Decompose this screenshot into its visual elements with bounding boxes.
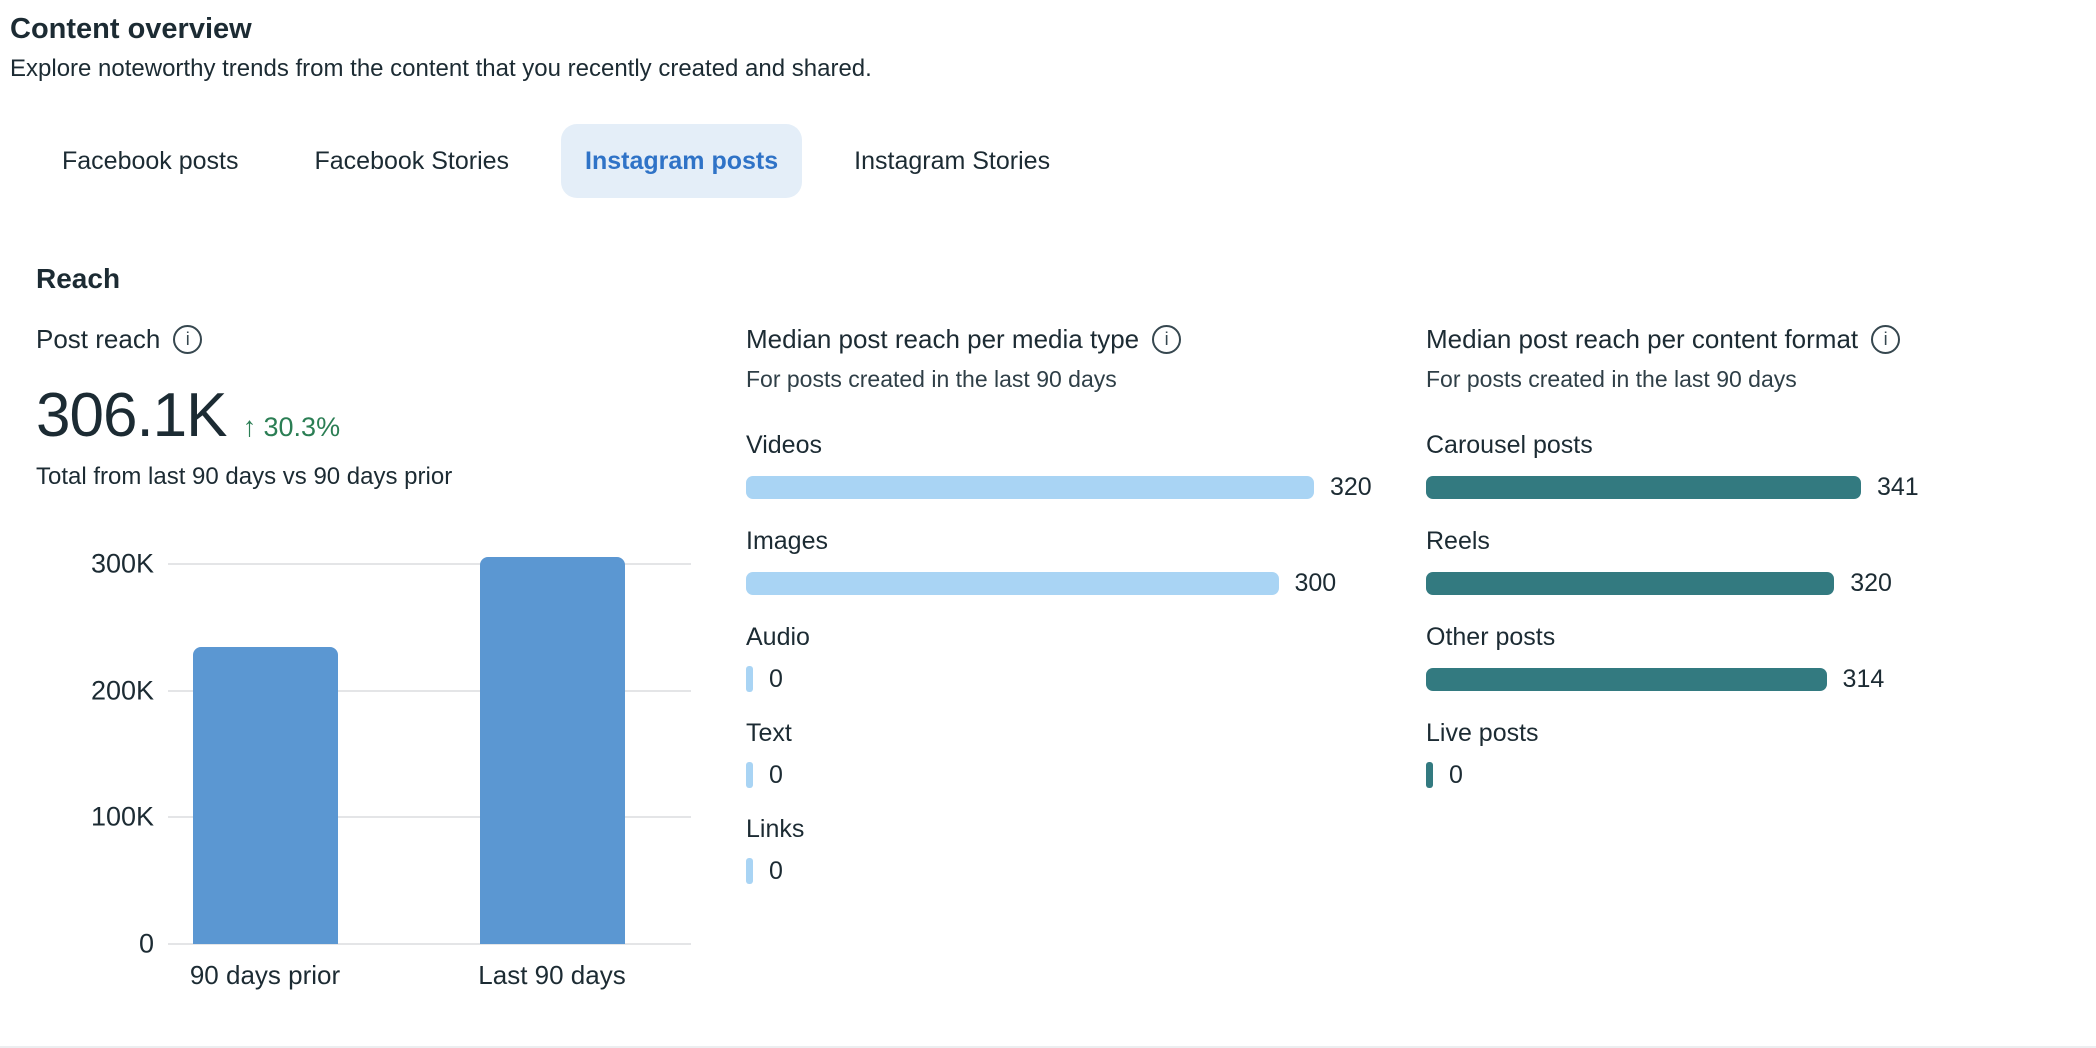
hbar-label: Carousel posts	[1426, 431, 1593, 459]
hbar-row: Images 300	[746, 526, 1426, 598]
post-reach-chart: 0 100K 200K 300K 90 days prior Last 90 d	[36, 544, 746, 990]
hbar-row: Videos 320	[746, 430, 1426, 502]
info-icon[interactable]: i	[173, 324, 203, 354]
tab-facebook-stories[interactable]: Facebook Stories	[291, 124, 534, 198]
hbar-row: Carousel posts 341	[1426, 430, 2096, 502]
content-type-tabs: Facebook posts Facebook Stories Instagra…	[38, 124, 2096, 198]
content-format-panel: Median post reach per content format i F…	[1426, 322, 2096, 944]
hbar-line: 341	[1426, 472, 2096, 502]
hbar-label: Audio	[746, 623, 810, 651]
hbar-line: 0	[746, 760, 1426, 790]
hbar-row: Audio 0	[746, 622, 1426, 694]
post-reach-bar	[480, 556, 625, 944]
post-reach-title-row: Post reach i	[36, 322, 746, 356]
post-reach-metric: 306.1K ↑ 30.3%	[36, 380, 746, 452]
hbar-row: Text 0	[746, 718, 1426, 790]
hbar-row: Reels 320	[1426, 526, 2096, 598]
hbar-line: 320	[746, 472, 1426, 502]
content-format-bars: Carousel posts 341 Reels 320 Other posts 314 L…	[1426, 430, 2096, 790]
tab-label: Facebook posts	[62, 146, 239, 175]
y-tick-label: 0	[138, 928, 154, 959]
hbar-label: Other posts	[1426, 623, 1556, 651]
tab-label: Facebook Stories	[314, 146, 510, 175]
hbar-label: Reels	[1426, 527, 1490, 555]
post-reach-gridline	[168, 816, 691, 819]
hbar-value: 341	[1877, 472, 1919, 501]
media-type-panel: Median post reach per media type i For p…	[746, 322, 1426, 944]
post-reach-title: Post reach	[36, 324, 161, 354]
reach-section-title: Reach	[36, 263, 121, 294]
tab-instagram-posts[interactable]: Instagram posts	[561, 124, 803, 198]
hbar	[1426, 667, 1827, 691]
page-header: Content overview Explore noteworthy tren…	[0, 0, 2096, 84]
post-reach-value: 306.1K	[36, 381, 228, 450]
hbar-line: 300	[746, 568, 1426, 598]
post-reach-delta-percent: 30.3%	[263, 412, 341, 442]
post-reach-y-axis: 0 100K 200K 300K	[36, 544, 168, 957]
hbar-value: 0	[1449, 760, 1463, 789]
hbar-row: Live posts 0	[1426, 718, 2096, 790]
hbar-line: 0	[746, 856, 1426, 886]
hbar-label: Links	[746, 815, 805, 843]
hbar-value: 314	[1842, 664, 1885, 693]
content-format-title-row: Median post reach per content format i	[1426, 322, 2096, 356]
hbar-line: 320	[1426, 568, 2096, 598]
y-tick-label: 200K	[90, 675, 154, 706]
post-reach-delta: ↑ 30.3%	[243, 411, 341, 443]
y-tick-label: 300K	[90, 548, 154, 579]
hbar-value: 300	[1294, 568, 1337, 597]
hbar	[746, 858, 753, 884]
post-reach-gridline	[168, 943, 691, 945]
media-type-title-row: Median post reach per media type i	[746, 322, 1426, 356]
hbar	[746, 666, 753, 692]
trend-up-arrow-icon: ↑	[242, 411, 257, 442]
media-type-subtitle: For posts created in the last 90 days	[746, 366, 1117, 392]
x-tick-label: Last 90 days	[478, 960, 626, 990]
content-format-subtitle: For posts created in the last 90 days	[1426, 366, 1797, 392]
content-format-title: Median post reach per content format	[1426, 324, 1859, 354]
hbar-row: Links 0	[746, 814, 1426, 886]
post-reach-bar	[193, 646, 338, 944]
reach-panels: Post reach i 306.1K ↑ 30.3% Total from l…	[36, 322, 2096, 990]
y-tick-label: 100K	[90, 801, 154, 832]
hbar-label: Text	[746, 719, 792, 747]
post-reach-caption: Total from last 90 days vs 90 days prior	[36, 463, 453, 490]
hbar	[1426, 571, 1835, 595]
post-reach-gridline	[168, 563, 691, 566]
info-icon[interactable]: i	[1871, 324, 1901, 354]
page-title: Content overview	[10, 13, 252, 45]
post-reach-plot: 90 days prior Last 90 days	[168, 544, 691, 990]
hbar-label: Live posts	[1426, 719, 1539, 747]
hbar-value: 0	[769, 664, 783, 693]
hbar	[1426, 762, 1433, 788]
hbar	[746, 475, 1314, 499]
hbar-value: 0	[769, 856, 783, 885]
hbar-row: Other posts 314	[1426, 622, 2096, 694]
tab-label: Instagram Stories	[854, 146, 1051, 175]
hbar-value: 320	[1850, 568, 1892, 597]
hbar-line: 314	[1426, 664, 2096, 694]
post-reach-panel: Post reach i 306.1K ↑ 30.3% Total from l…	[36, 322, 746, 990]
reach-section: Reach Post reach i 306.1K ↑ 30.3% Total …	[36, 262, 2096, 990]
tab-facebook-posts[interactable]: Facebook posts	[38, 124, 263, 198]
hbar-line: 0	[746, 664, 1426, 694]
hbar-line: 0	[1426, 760, 2096, 790]
media-type-title: Median post reach per media type	[746, 324, 1140, 354]
hbar	[746, 762, 753, 788]
hbar-value: 320	[1330, 472, 1372, 501]
tab-instagram-stories[interactable]: Instagram Stories	[830, 124, 1074, 198]
hbar-label: Images	[746, 527, 828, 555]
post-reach-gridline	[168, 689, 691, 692]
hbar	[1426, 475, 1861, 499]
x-tick-label: 90 days prior	[189, 960, 341, 990]
info-icon[interactable]: i	[1152, 324, 1182, 354]
media-type-bars: Videos 320 Images 300 Audio 0 Text 0 Links 0	[746, 430, 1426, 886]
hbar-value: 0	[769, 760, 783, 789]
tab-label: Instagram posts	[585, 146, 779, 175]
page-subtitle: Explore noteworthy trends from the conte…	[10, 55, 872, 82]
hbar-label: Videos	[746, 431, 822, 459]
hbar	[746, 571, 1279, 595]
